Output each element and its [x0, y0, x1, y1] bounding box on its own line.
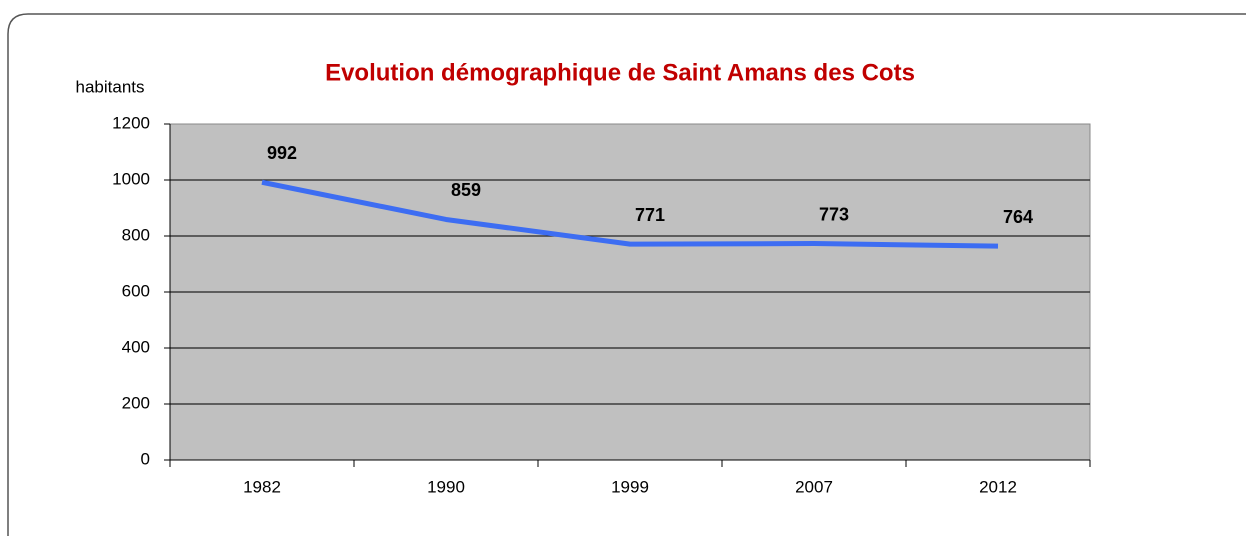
data-label: 773 — [819, 204, 849, 224]
y-tick-label: 800 — [122, 225, 150, 244]
y-tick-label: 200 — [122, 393, 150, 412]
y-tick-label: 600 — [122, 281, 150, 300]
x-tick-label: 1999 — [611, 477, 649, 496]
chart-title: Evolution démographique de Saint Amans d… — [325, 59, 915, 86]
data-label: 771 — [635, 205, 665, 225]
data-label: 764 — [1003, 207, 1033, 227]
x-tick-label: 1990 — [427, 477, 465, 496]
y-axis-label: habitants — [76, 77, 145, 96]
y-tick-label: 400 — [122, 337, 150, 356]
data-label: 859 — [451, 180, 481, 200]
line — [261, 179, 999, 249]
x-tick-label: 1982 — [243, 477, 281, 496]
x-tick-label: 2007 — [795, 477, 833, 496]
frame — [7, 13, 1246, 536]
y-tick-label: 1200 — [112, 113, 150, 132]
data-label: 992 — [267, 143, 297, 163]
y-tick-label: 1000 — [112, 169, 150, 188]
x-tick-label: 2012 — [979, 477, 1017, 496]
y-tick-label: 0 — [141, 449, 150, 468]
